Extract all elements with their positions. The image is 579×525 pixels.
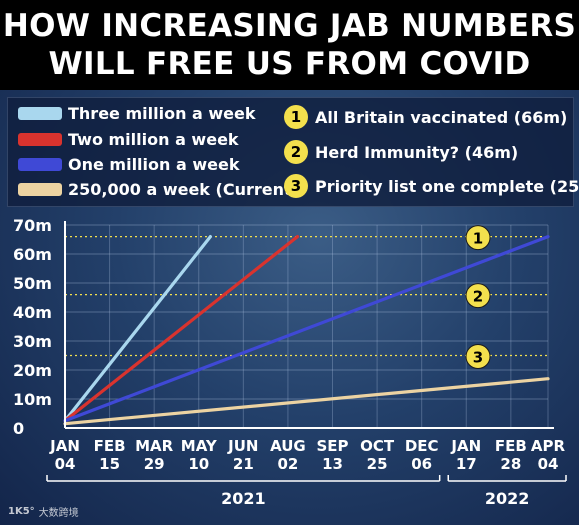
milestone-label-priority-list: Priority list one complete (25m) [315,176,579,196]
legend-label-current: 250,000 a week (Current) [68,180,299,199]
title-line-1: HOW INCREASING JAB NUMBERS [2,8,577,44]
legend-label-one-million: One million a week [68,155,240,174]
x-tick-month: AUG [270,437,306,455]
legend-label-three-million: Three million a week [68,104,256,123]
year-label: 2022 [485,489,530,508]
y-tick-label: 60m [13,245,52,264]
x-tick-day: 28 [500,455,521,473]
legend-swatch-current [18,183,62,196]
milestone-badge-number: 2 [473,288,483,306]
legend-swatch-two-million [18,133,62,146]
milestone-number-badge: 2 [284,140,308,164]
legend-swatch-one-million [18,158,62,171]
x-tick-month: FEB [495,437,527,455]
legend-panel: Three million a week Two million a week … [7,97,579,207]
x-tick-day: 29 [144,455,165,473]
milestone-badge [465,344,491,369]
x-tick-month: JUN [227,437,258,455]
watermark: 1K5° 大数跨境 [8,504,79,519]
series-line [63,235,300,423]
x-tick-day: 04 [538,455,559,473]
x-tick-day: 10 [188,455,209,473]
title-bar: HOW INCREASING JAB NUMBERS WILL FREE US … [0,0,579,90]
watermark-text: 大数跨境 [38,508,79,519]
legend-label-two-million: Two million a week [68,130,239,149]
y-tick-label: 0 [13,419,24,438]
milestone-legend-3: 3 Priority list one complete (25m) [284,174,579,198]
y-tick-label: 50m [13,274,52,293]
x-tick-day: 02 [277,455,298,473]
milestone-legend-1: 1 All Britain vaccinated (66m) [284,105,567,129]
x-tick-day: 06 [411,455,432,473]
x-tick-day: 17 [456,455,477,473]
milestone-badge-number: 1 [473,230,483,248]
x-tick-month: MAY [181,437,218,455]
milestone-number-badge: 1 [284,105,308,129]
legend-item-two-million: Two million a week [18,130,239,149]
x-tick-day: 25 [367,455,388,473]
legend-item-three-million: Three million a week [18,104,256,123]
legend-swatch-three-million [18,107,62,120]
x-tick-month: DEC [405,437,439,455]
legend-item-one-million: One million a week [18,155,239,174]
milestone-label-herd-immunity: Herd Immunity? (46m) [315,142,519,162]
y-tick-label: 40m [13,303,52,322]
y-tick-label: 70m [13,216,52,235]
y-tick-label: 10m [13,390,52,409]
x-tick-month: APR [531,437,566,455]
series-lines [63,235,550,426]
x-tick-day: 13 [322,455,343,473]
series-line [63,235,212,423]
series-line [63,377,550,426]
x-tick-month: MAR [135,437,174,455]
x-tick-day: 15 [99,455,120,473]
title-line-2: WILL FREE US FROM COVID [48,46,531,82]
year-label: 2021 [221,489,266,508]
grid [64,224,549,428]
y-tick-label: 20m [13,361,52,380]
x-tick-month: OCT [360,437,395,455]
milestone-badge-number: 3 [473,349,483,367]
x-tick-month: JAN [49,437,80,455]
x-tick-day: 21 [233,455,254,473]
y-tick-label: 30m [13,332,52,351]
y-axis-labels: 0 10m 20m 30m 40m 50m 60m 70m [13,216,52,438]
milestone-legend-2: 2 Herd Immunity? (46m) [284,140,518,164]
series-line [63,235,550,423]
x-axis-labels: JAN04FEB15MAR29MAY10JUN21AUG02SEP13OCT25… [49,437,565,473]
axes [64,221,554,429]
milestone-lines: 1 2 3 [65,225,548,369]
watermark-logo: 1K5° [8,506,35,517]
x-tick-month: JAN [450,437,481,455]
x-tick-month: FEB [94,437,126,455]
milestone-label-all-vaccinated: All Britain vaccinated (66m) [315,107,568,127]
legend-item-current: 250,000 a week (Current) [18,180,299,199]
milestone-badge [465,225,491,251]
milestone-number-badge: 3 [284,174,308,198]
x-tick-month: SEP [316,437,348,455]
year-labels: 2021 2022 [46,475,567,508]
milestone-badge [465,283,491,309]
x-tick-day: 04 [55,455,76,473]
